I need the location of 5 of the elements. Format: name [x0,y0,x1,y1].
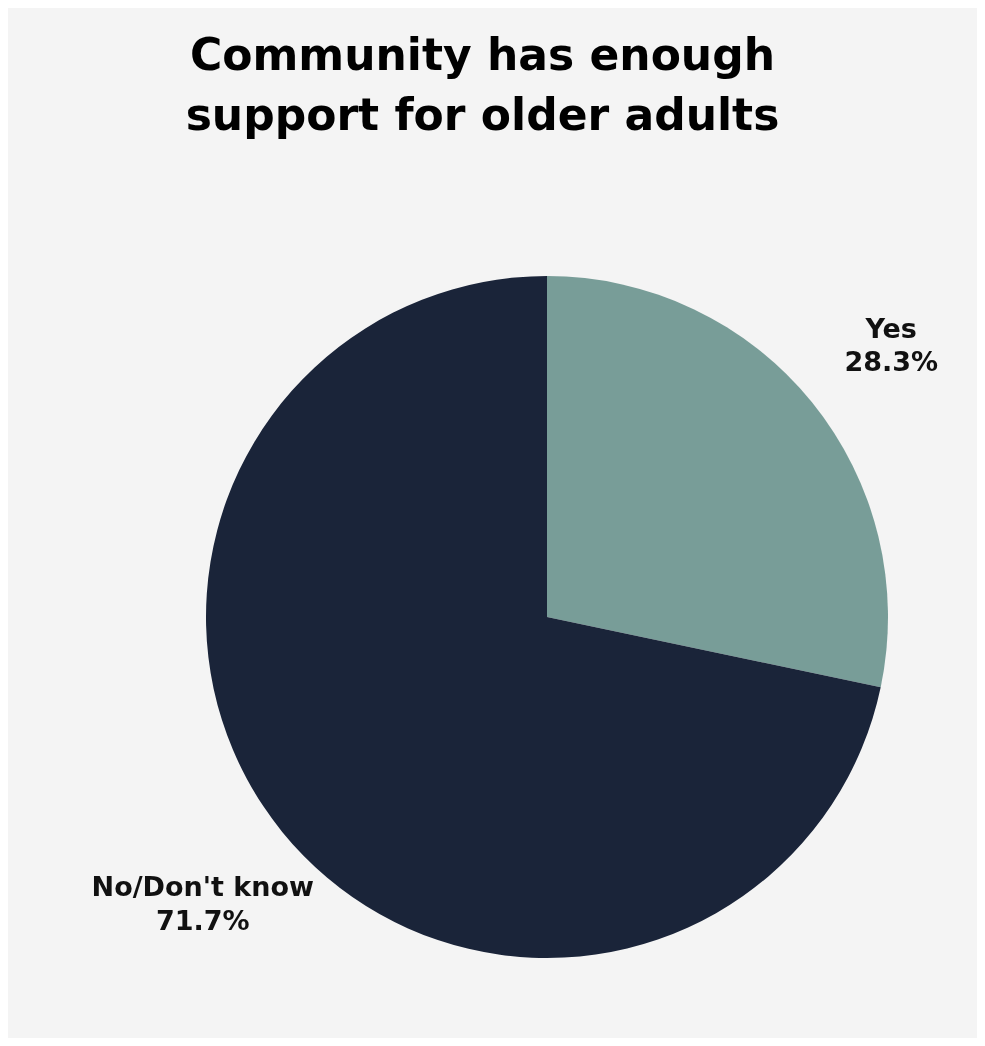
data-label: 28.3% [844,346,939,378]
data-label: 71.7% [155,905,250,937]
slice-label: No/Don't know [91,871,314,903]
chart-title: Community has enough support for older adults [185,29,780,140]
slice-label: Yes [864,312,917,344]
